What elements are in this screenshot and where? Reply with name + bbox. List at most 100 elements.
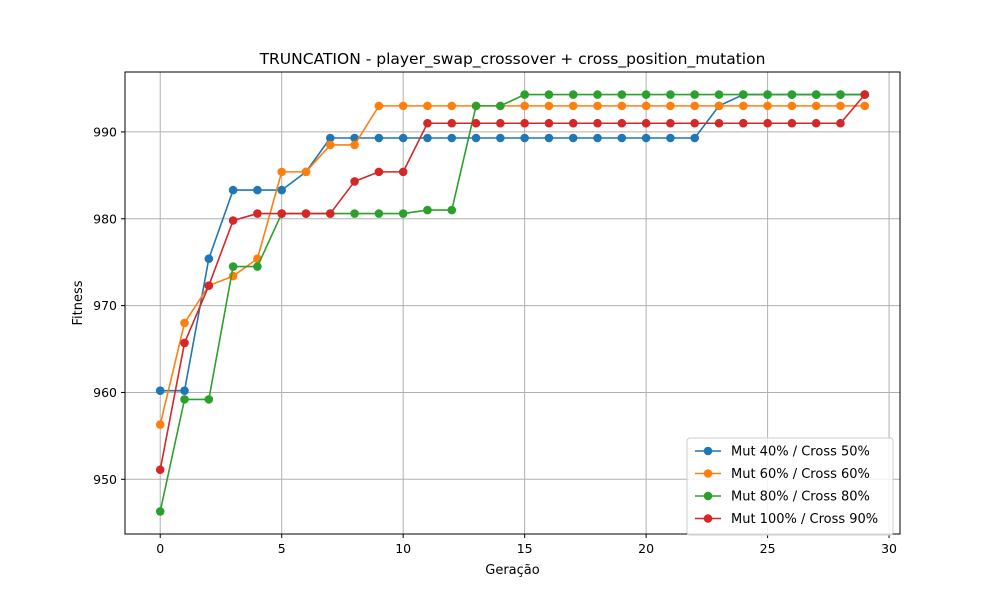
data-point (617, 101, 627, 111)
data-point (398, 101, 408, 111)
y-tick-label: 950 (93, 472, 117, 487)
data-point (301, 167, 311, 177)
x-tick-label: 10 (395, 541, 411, 556)
data-point (228, 262, 238, 271)
data-point (787, 118, 797, 128)
legend-marker (703, 514, 713, 523)
data-point (423, 101, 432, 111)
x-tick-label: 20 (638, 541, 654, 556)
data-point (641, 101, 651, 111)
data-point (253, 185, 262, 195)
data-point (641, 90, 651, 99)
data-point (763, 118, 772, 128)
data-point (738, 101, 748, 111)
data-point (593, 118, 602, 128)
data-point (690, 101, 700, 111)
data-point (155, 420, 165, 429)
data-point (593, 133, 602, 143)
data-point (398, 167, 408, 177)
data-point (253, 209, 262, 218)
data-point (593, 101, 602, 111)
data-point (787, 90, 797, 99)
data-point (277, 167, 287, 177)
data-point (544, 118, 554, 128)
data-point (738, 90, 748, 99)
y-tick-label: 990 (93, 124, 117, 139)
data-point (568, 118, 578, 128)
data-point (787, 101, 797, 111)
data-point (617, 90, 627, 99)
data-point (423, 118, 432, 128)
data-point (666, 133, 675, 143)
data-point (471, 133, 481, 143)
data-point (617, 133, 627, 143)
data-point (617, 118, 627, 128)
data-point (447, 118, 457, 128)
data-point (180, 338, 189, 348)
data-point (666, 118, 675, 128)
data-point (666, 90, 675, 99)
data-point (325, 209, 335, 218)
x-tick-label: 5 (278, 541, 286, 556)
data-point (374, 209, 384, 218)
data-point (811, 90, 821, 99)
data-point (228, 216, 238, 225)
data-point (398, 209, 408, 218)
data-point (447, 133, 457, 143)
x-tick-label: 25 (760, 541, 776, 556)
data-point (301, 209, 311, 218)
legend-label: Mut 40% / Cross 50% (731, 445, 870, 460)
legend-marker (703, 491, 713, 501)
data-point (568, 133, 578, 143)
data-point (155, 386, 165, 396)
data-point (520, 118, 529, 128)
x-axis-label: Geração (485, 563, 539, 578)
data-point (228, 185, 238, 195)
data-point (350, 140, 359, 150)
legend-label: Mut 60% / Cross 60% (731, 467, 870, 482)
x-tick-label: 15 (517, 541, 533, 556)
data-point (350, 177, 359, 186)
data-point (714, 90, 724, 99)
data-point (714, 118, 724, 128)
data-point (204, 254, 214, 264)
x-tick-label: 30 (881, 541, 897, 556)
data-point (423, 133, 432, 143)
data-point (471, 118, 481, 128)
data-point (714, 101, 724, 111)
chart-title: TRUNCATION - player_swap_crossover + cro… (259, 50, 766, 69)
legend-marker (703, 446, 713, 456)
data-point (447, 101, 457, 111)
data-point (836, 90, 845, 99)
data-point (180, 318, 189, 328)
legend-box (686, 437, 894, 536)
data-point (277, 209, 287, 218)
data-point (836, 118, 845, 128)
data-point (277, 185, 287, 195)
y-tick-label: 960 (93, 385, 117, 400)
data-point (690, 133, 700, 143)
data-point (520, 101, 529, 111)
data-point (374, 167, 384, 177)
data-point (520, 90, 529, 99)
data-point (811, 118, 821, 128)
data-point (544, 90, 554, 99)
data-point (374, 101, 384, 111)
data-point (496, 101, 505, 111)
plot-frame (124, 71, 901, 535)
legend-label: Mut 100% / Cross 90% (731, 512, 878, 527)
data-point (763, 101, 772, 111)
data-point (471, 101, 481, 111)
data-point (350, 209, 359, 218)
data-point (738, 118, 748, 128)
data-point (180, 386, 189, 396)
axis-ticks: 0 5 10 15 20 25 30 950 960 970 980 990 (93, 124, 897, 556)
series-3 (155, 90, 870, 516)
series-4 (155, 90, 870, 475)
data-point (836, 101, 845, 111)
data-point (155, 465, 165, 475)
data-point (423, 205, 432, 215)
data-point (204, 281, 214, 290)
